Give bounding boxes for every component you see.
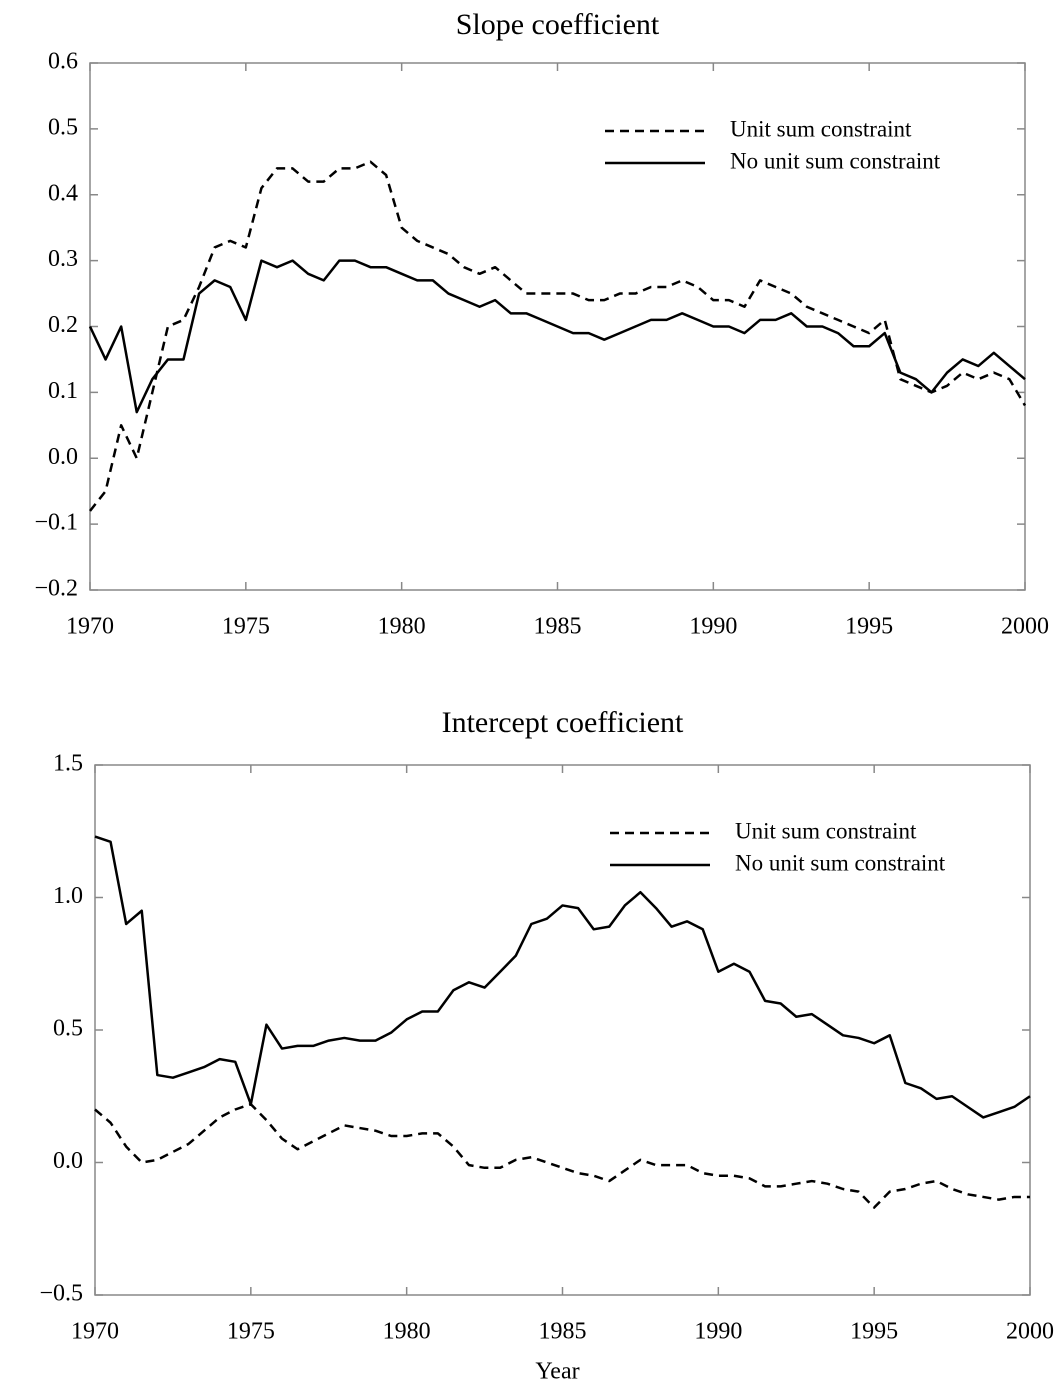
series-line: [94, 835, 1031, 1119]
series-line: [88, 259, 1026, 414]
x-tick-label: 1975: [222, 614, 270, 640]
y-tick-label: 1.5: [53, 751, 83, 777]
x-tick-label: 1990: [689, 614, 737, 640]
series-line: [94, 1102, 1030, 1209]
y-tick-label: 0.3: [48, 246, 78, 272]
x-tick-label: 2000: [1006, 1319, 1054, 1345]
y-tick-label: 0.5: [48, 114, 78, 140]
x-tick-label: 1975: [227, 1319, 275, 1345]
y-tick-label: 0.1: [48, 378, 78, 404]
plot-frame: [94, 764, 1031, 1296]
x-tick-label: 1970: [66, 614, 114, 640]
y-tick-label: −0.5: [39, 1281, 83, 1307]
y-tick-label: 0.6: [48, 49, 78, 75]
legend-label: Unit sum constraint: [730, 116, 912, 141]
x-axis-label: Year: [535, 1359, 579, 1385]
x-tick-label: 1995: [850, 1319, 898, 1345]
legend-label: Unit sum constraint: [735, 818, 917, 843]
y-tick-label: 0.0: [48, 444, 78, 470]
series-line: [89, 160, 1027, 512]
x-tick-label: 1970: [71, 1319, 119, 1345]
y-tick-label: 1.0: [53, 883, 83, 909]
x-tick-label: 1995: [845, 614, 893, 640]
legend-label: No unit sum constraint: [730, 148, 941, 173]
x-tick-label: 1985: [539, 1319, 587, 1345]
y-tick-label: −0.2: [34, 576, 78, 602]
y-tick-label: 0.4: [48, 180, 78, 206]
x-tick-label: 1985: [534, 614, 582, 640]
x-tick-label: 1980: [383, 1319, 431, 1345]
legend-label: No unit sum constraint: [735, 850, 946, 875]
y-tick-label: 0.0: [53, 1148, 83, 1174]
x-tick-label: 2000: [1001, 614, 1049, 640]
chart-title: Intercept coefficient: [442, 706, 684, 739]
y-tick-label: −0.1: [34, 510, 78, 536]
y-tick-label: 0.2: [48, 312, 78, 338]
x-tick-label: 1980: [378, 614, 426, 640]
chart-title: Slope coefficient: [456, 8, 660, 41]
y-tick-label: 0.5: [53, 1016, 83, 1042]
x-tick-label: 1990: [694, 1319, 742, 1345]
